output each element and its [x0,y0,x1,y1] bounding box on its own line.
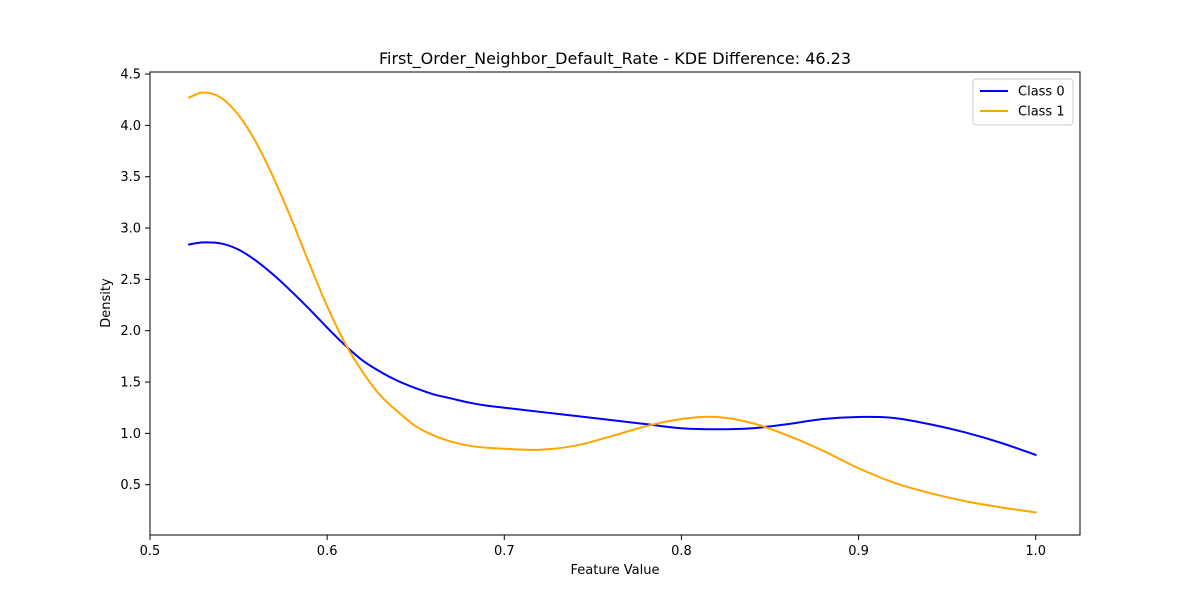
y-tick-label: 2.0 [120,324,141,339]
chart-title: First_Order_Neighbor_Default_Rate - KDE … [379,49,851,69]
legend-label-class-1: Class 1 [1018,105,1065,120]
series-lines [187,91,1037,514]
x-tick-label: 0.7 [494,544,515,559]
x-tick-label: 0.8 [671,544,692,559]
y-tick-label: 4.0 [120,119,141,134]
series-line-class-1 [187,91,1037,514]
y-tick-label: 3.5 [120,170,141,185]
y-tick-label: 1.5 [120,376,141,391]
x-axis-label: Feature Value [571,563,660,578]
x-tick-label: 0.5 [140,544,161,559]
y-tick-label: 1.0 [120,427,141,442]
y-axis-label: Density [99,278,114,328]
plot-frame [149,71,1081,536]
y-tick-label: 2.5 [120,273,141,288]
y-tick-label: 3.0 [120,222,141,237]
y-axis: 0.5 1.0 1.5 2.0 2.5 3.0 3.5 4.0 4.5 [120,68,150,493]
series-line-class-0 [187,241,1037,456]
x-tick-label: 0.6 [317,544,338,559]
x-axis: 0.5 0.6 0.7 0.8 0.9 1.0 [140,535,1046,559]
x-tick-label: 1.0 [1025,544,1046,559]
y-tick-label: 0.5 [120,478,141,493]
y-tick-label: 4.5 [120,68,141,83]
legend-label-class-0: Class 0 [1018,85,1065,100]
legend: Class 0 Class 1 [972,78,1074,126]
x-tick-label: 0.9 [848,544,869,559]
